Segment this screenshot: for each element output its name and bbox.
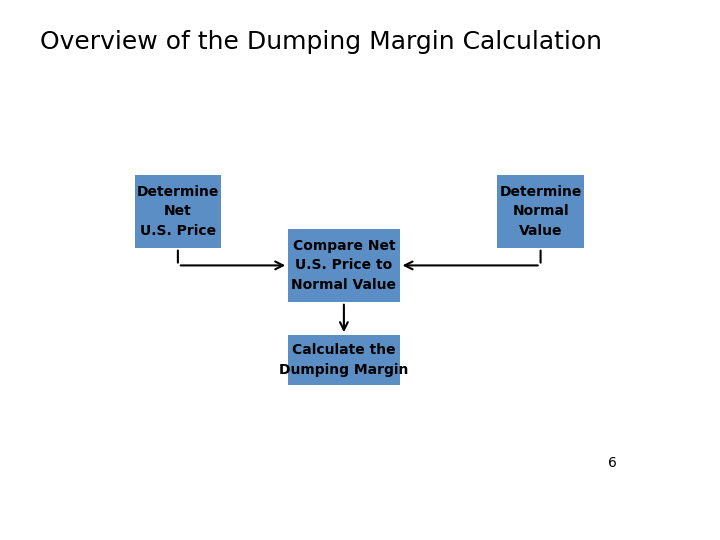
Text: Determine
Net
U.S. Price: Determine Net U.S. Price <box>137 185 219 238</box>
Text: Determine
Normal
Value: Determine Normal Value <box>500 185 582 238</box>
Text: Overview of the Dumping Margin Calculation: Overview of the Dumping Margin Calculati… <box>40 30 602 53</box>
FancyBboxPatch shape <box>288 335 400 385</box>
Text: 6: 6 <box>608 456 617 470</box>
Text: Compare Net
U.S. Price to
Normal Value: Compare Net U.S. Price to Normal Value <box>292 239 397 292</box>
Text: Calculate the
Dumping Margin: Calculate the Dumping Margin <box>279 343 408 377</box>
FancyBboxPatch shape <box>498 175 584 248</box>
FancyBboxPatch shape <box>135 175 221 248</box>
FancyBboxPatch shape <box>288 229 400 302</box>
